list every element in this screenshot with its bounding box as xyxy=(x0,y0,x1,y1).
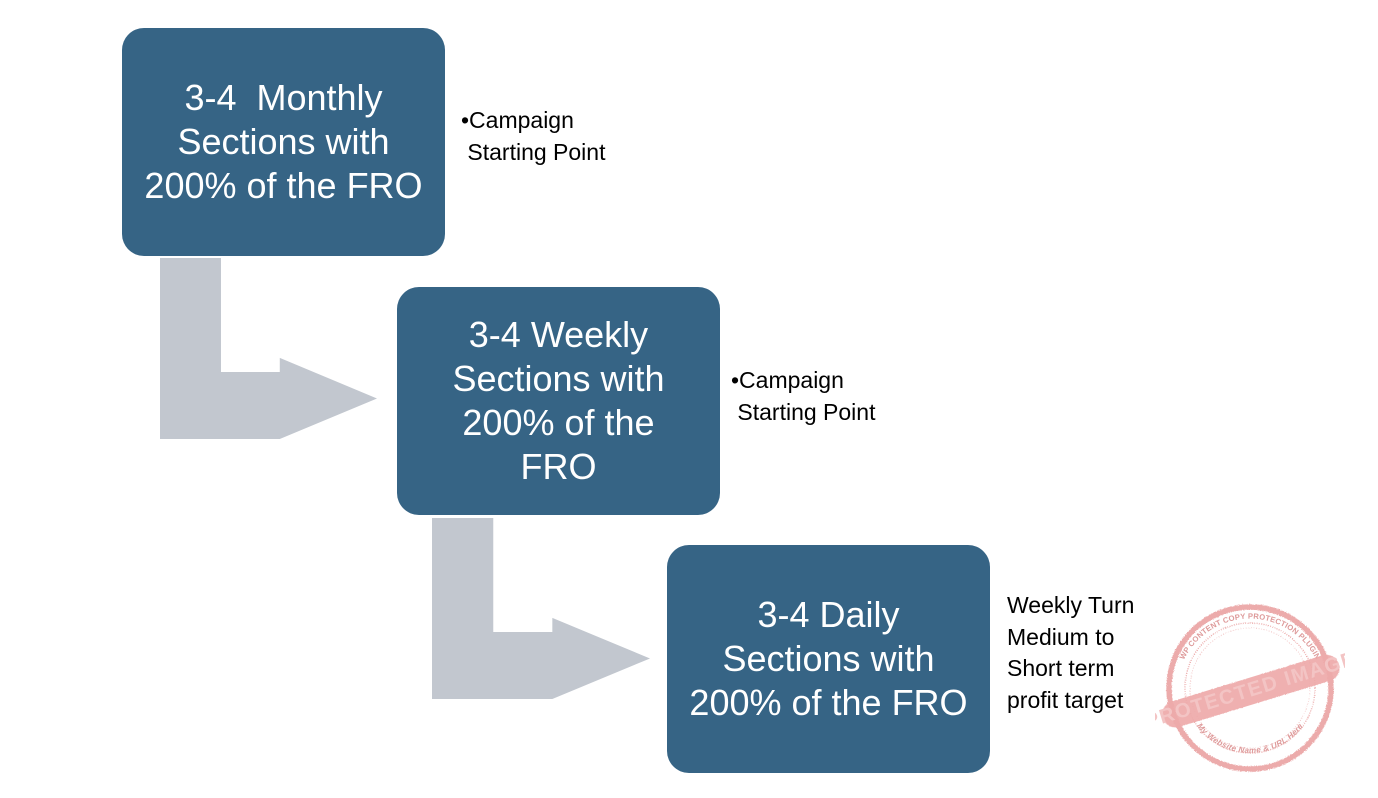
svg-text:PROTECTED IMAGE: PROTECTED IMAGE xyxy=(1155,648,1345,733)
svg-text:My Website Name & URL Here: My Website Name & URL Here xyxy=(1195,722,1305,756)
svg-text:WP CONTENT COPY PROTECTION PLU: WP CONTENT COPY PROTECTION PLUGIN xyxy=(1178,612,1323,662)
